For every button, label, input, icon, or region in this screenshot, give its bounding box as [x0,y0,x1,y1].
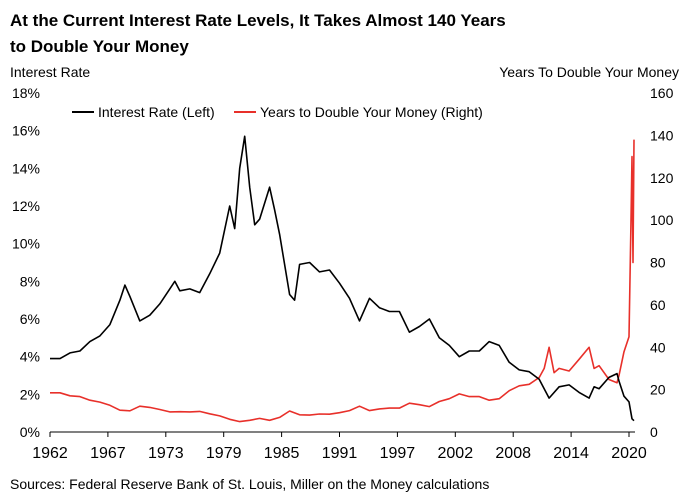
x-tick-label-1997: 1997 [380,445,416,462]
y-left-tick-label-18: 18% [12,85,40,101]
x-tick-label-2008: 2008 [495,445,531,462]
y-left-tick-label-8: 8% [20,273,40,289]
x-tick-label-1985: 1985 [264,445,300,462]
legend: Interest Rate (Left) Years to Double You… [72,104,483,120]
y-right-tick-label-120: 120 [650,170,674,186]
right-axis-label: Years To Double Your Money [499,64,679,80]
y-right-tick-label-140: 140 [650,127,674,143]
y-right-tick-label-40: 40 [650,339,666,355]
series-line-years-to-double [50,139,635,423]
y-right-tick-label-60: 60 [650,297,666,313]
x-tick-label-2020: 2020 [611,445,647,462]
y-left-tick-label-2: 2% [20,386,40,402]
y-left-tick-label-6: 6% [20,311,40,327]
y-left-tick-label-0: 0% [20,424,40,440]
series-line-interest-rate [50,135,635,422]
x-tick-label-2002: 2002 [438,445,474,462]
x-tick-label-1962: 1962 [32,445,68,462]
chart-title-line-1: At the Current Interest Rate Levels, It … [10,11,506,30]
y-left-tick-label-10: 10% [12,236,40,252]
y-right-tick-label-20: 20 [650,382,666,398]
x-tick-label-2014: 2014 [553,445,589,462]
legend-label-interest-rate: Interest Rate (Left) [98,104,215,120]
y-left-tick-label-12: 12% [12,198,40,214]
plot-layer: 0% 2% 4% 6% 8% 10% 12% 14% 16% 18% 0 20 40 60 80 100 120… [12,85,674,462]
y-left-tick-label-14: 14% [12,160,40,176]
x-tick-label-1991: 1991 [322,445,358,462]
y-right-tick-label-100: 100 [650,212,674,228]
y-left-tick-label-4: 4% [20,349,40,365]
source-note: Sources: Federal Reserve Bank of St. Lou… [10,476,489,492]
x-tick-label-1979: 1979 [206,445,242,462]
y-left-tick-label-16: 16% [12,123,40,139]
legend-label-years-to-double: Years to Double Your Money (Right) [260,104,483,120]
chart-title-line-2: to Double Your Money [10,37,189,56]
y-right-tick-label-80: 80 [650,255,666,271]
y-right-tick-label-160: 160 [650,85,674,101]
y-right-tick-label-0: 0 [650,424,658,440]
x-tick-label-1967: 1967 [90,445,126,462]
x-tick-label-1973: 1973 [148,445,184,462]
left-axis-label: Interest Rate [10,64,90,80]
